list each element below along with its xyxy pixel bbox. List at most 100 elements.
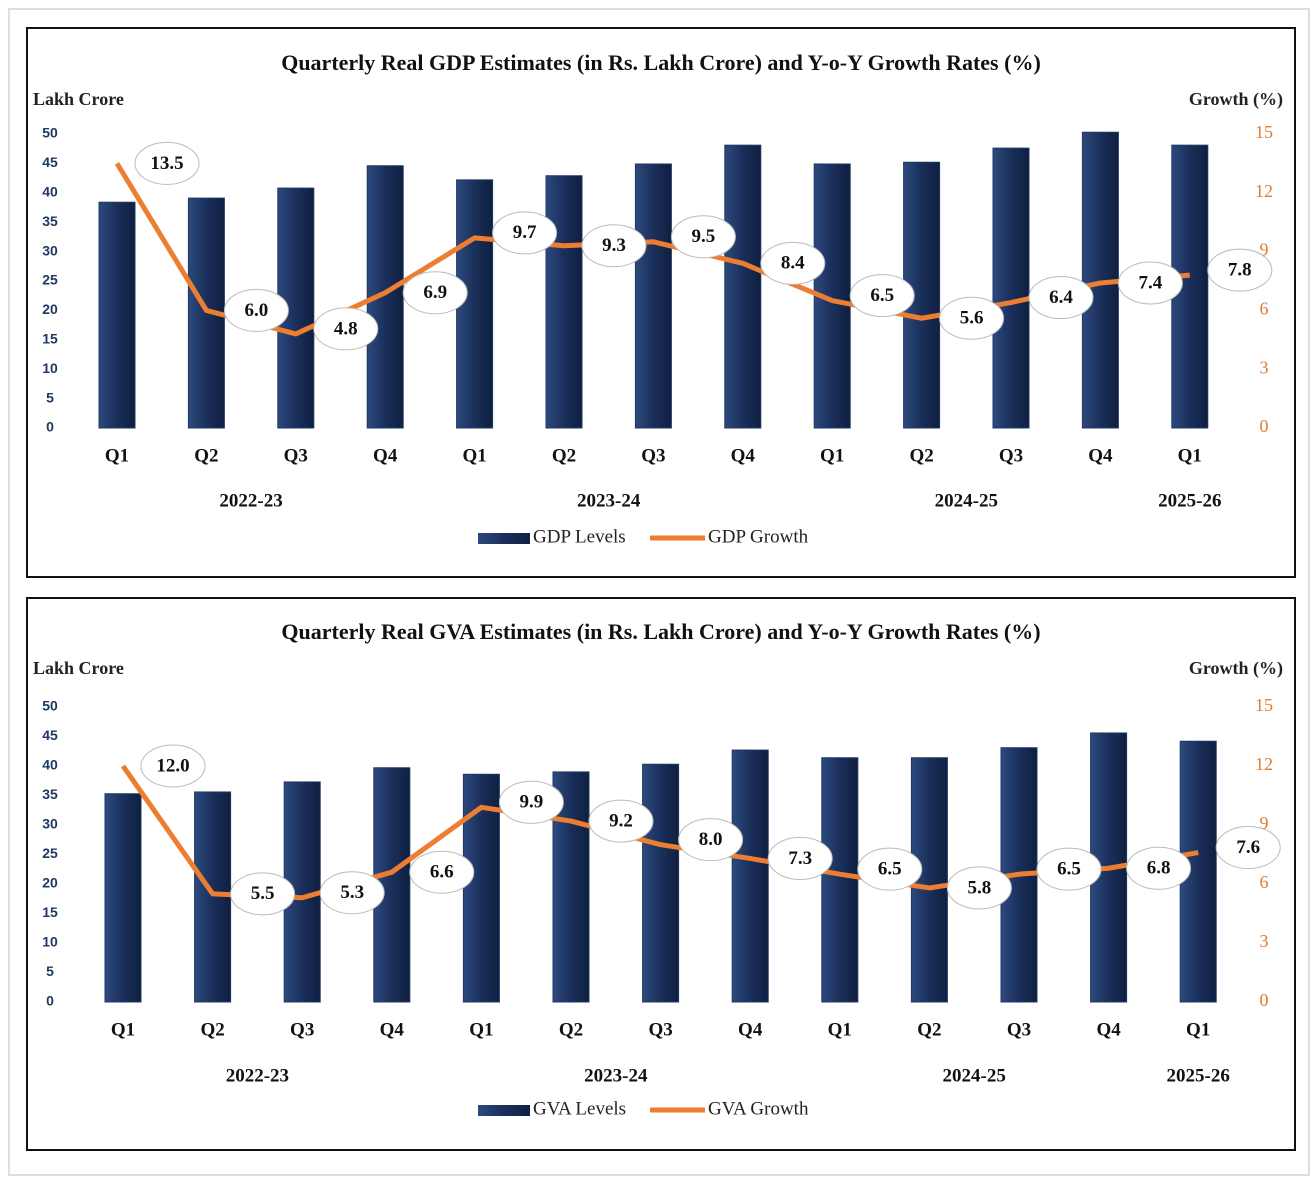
legend-label: GVA Levels xyxy=(533,1098,626,1119)
x-tick-label: Q1 xyxy=(1178,445,1202,466)
y-tick-label: 30 xyxy=(42,816,58,832)
y2-tick-label: 3 xyxy=(1260,357,1269,377)
group-label: 2023-24 xyxy=(577,490,641,511)
x-tick-label: Q4 xyxy=(731,445,756,466)
group-label: 2022-23 xyxy=(219,490,282,511)
y-tick-label: 35 xyxy=(42,786,58,802)
y-axis-label: Lakh Crore xyxy=(33,89,124,109)
y-tick-label: 40 xyxy=(42,184,58,200)
value-label-bubble xyxy=(678,818,744,862)
value-label-bubble xyxy=(1215,826,1281,870)
bar xyxy=(634,163,672,429)
value-label: 6.5 xyxy=(1057,859,1081,880)
y-tick-label: 5 xyxy=(46,389,54,405)
value-label-bubble xyxy=(1028,276,1094,320)
value-label: 7.3 xyxy=(788,848,812,869)
value-label: 12.0 xyxy=(156,755,189,776)
y2-tick-label: 15 xyxy=(1255,695,1273,715)
legend-swatch-bar xyxy=(478,533,530,544)
y-tick-label: 35 xyxy=(42,213,58,229)
y2-tick-label: 0 xyxy=(1260,416,1269,436)
y2-tick-label: 12 xyxy=(1255,754,1273,774)
legend-label: GDP Growth xyxy=(708,526,809,547)
value-label-bubble xyxy=(1207,248,1273,292)
y-tick-label: 30 xyxy=(42,242,58,258)
y2-tick-label: 0 xyxy=(1260,990,1269,1010)
bar xyxy=(194,791,232,1003)
value-label-bubble xyxy=(760,241,826,285)
x-tick-label: Q3 xyxy=(1007,1019,1031,1040)
value-label-bubble xyxy=(588,799,654,843)
group-label: 2025-26 xyxy=(1167,1065,1230,1086)
bar xyxy=(731,749,769,1003)
value-label: 9.7 xyxy=(513,222,537,243)
group-label: 2025-26 xyxy=(1158,490,1221,511)
y2-tick-label: 9 xyxy=(1260,813,1269,833)
value-label-bubble xyxy=(946,866,1012,910)
group-label: 2022-23 xyxy=(226,1065,289,1086)
value-label-bubble xyxy=(849,274,915,318)
value-label: 6.8 xyxy=(1147,858,1171,879)
value-label-bubble xyxy=(1036,847,1102,891)
y-tick-label: 0 xyxy=(46,993,54,1009)
value-label: 9.5 xyxy=(692,226,716,247)
y2-axis-label: Growth (%) xyxy=(1189,658,1283,679)
group-label: 2024-25 xyxy=(935,490,998,511)
value-label-bubble xyxy=(1126,846,1192,890)
value-label: 9.3 xyxy=(602,235,626,256)
y-tick-label: 50 xyxy=(42,125,58,141)
value-label-bubble xyxy=(767,836,833,880)
x-tick-label: Q1 xyxy=(111,1019,135,1040)
value-label-bubble xyxy=(223,288,289,332)
value-label-bubble xyxy=(134,141,200,185)
x-tick-label: Q4 xyxy=(738,1019,763,1040)
y-tick-label: 20 xyxy=(42,875,58,891)
value-label-bubble xyxy=(498,780,564,824)
value-label: 5.8 xyxy=(968,877,992,898)
value-label-bubble xyxy=(857,847,923,891)
value-label-bubble xyxy=(140,744,206,788)
y-tick-label: 45 xyxy=(42,154,58,170)
value-label: 6.4 xyxy=(1049,287,1073,308)
y-tick-label: 0 xyxy=(46,419,54,435)
x-tick-label: Q2 xyxy=(917,1019,941,1040)
value-label: 6.5 xyxy=(870,285,894,306)
value-label: 6.6 xyxy=(430,862,454,883)
x-tick-label: Q4 xyxy=(380,1019,405,1040)
value-label-bubble xyxy=(230,872,296,916)
y-tick-label: 20 xyxy=(42,301,58,317)
y2-tick-label: 15 xyxy=(1255,122,1273,142)
legend-label: GDP Levels xyxy=(533,526,626,547)
value-label: 13.5 xyxy=(150,153,183,174)
x-tick-label: Q3 xyxy=(648,1019,672,1040)
value-label: 5.5 xyxy=(251,883,275,904)
y-tick-label: 25 xyxy=(42,845,58,861)
value-label-bubble xyxy=(319,871,385,915)
x-tick-label: Q2 xyxy=(559,1019,583,1040)
x-tick-label: Q1 xyxy=(1186,1019,1210,1040)
legend-swatch-bar xyxy=(478,1105,530,1116)
y-tick-label: 40 xyxy=(42,757,58,773)
value-label: 6.0 xyxy=(245,300,269,321)
value-label: 6.5 xyxy=(878,859,902,880)
legend-label: GVA Growth xyxy=(708,1098,809,1119)
y-tick-label: 25 xyxy=(42,272,58,288)
value-label-bubble xyxy=(402,271,468,315)
value-label-bubble xyxy=(492,211,558,255)
x-tick-label: Q3 xyxy=(284,445,308,466)
x-tick-label: Q3 xyxy=(290,1019,314,1040)
value-label: 8.4 xyxy=(781,253,805,274)
y2-tick-label: 3 xyxy=(1260,931,1269,951)
x-tick-label: Q2 xyxy=(200,1019,224,1040)
x-tick-label: Q4 xyxy=(1096,1019,1121,1040)
bar xyxy=(98,201,136,429)
value-label: 8.0 xyxy=(699,829,723,850)
y-tick-label: 15 xyxy=(42,904,58,920)
x-tick-label: Q3 xyxy=(999,445,1023,466)
bar xyxy=(642,763,680,1003)
chart-title: Quarterly Real GDP Estimates (in Rs. Lak… xyxy=(281,50,1041,75)
growth-line xyxy=(120,764,1199,901)
value-label-bubble xyxy=(313,307,379,351)
x-tick-label: Q2 xyxy=(909,445,933,466)
